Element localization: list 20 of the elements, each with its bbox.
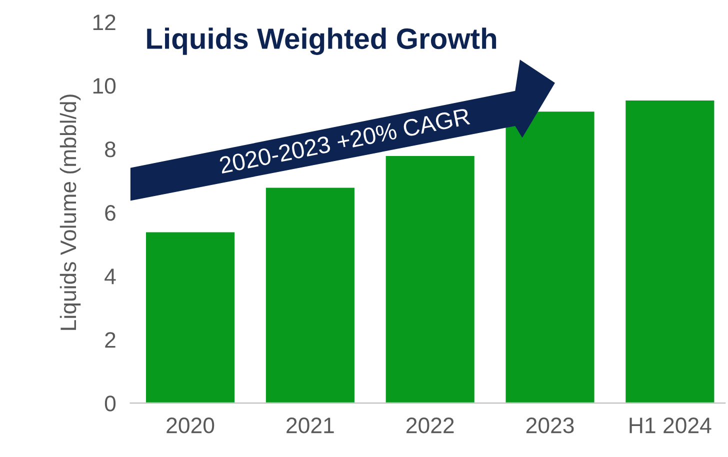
y-tick-label: 8 bbox=[105, 142, 116, 158]
x-tick-label: 2021 bbox=[286, 418, 334, 434]
bar bbox=[504, 110, 596, 404]
x-tick-label: H1 2024 bbox=[630, 418, 712, 434]
x-tick-label: 2023 bbox=[526, 418, 574, 434]
bar bbox=[384, 154, 476, 404]
y-tick-label: 10 bbox=[93, 78, 116, 94]
bar bbox=[624, 99, 716, 404]
y-tick-label: 12 bbox=[93, 14, 116, 30]
x-tick-label: 2022 bbox=[406, 418, 454, 434]
bar bbox=[264, 186, 356, 404]
y-tick-label: 4 bbox=[104, 268, 116, 284]
chart-title: Liquids Weighted Growth bbox=[147, 28, 496, 55]
x-tick-label: 2020 bbox=[166, 418, 214, 434]
y-axis-title: Liquids Volume (mbbl/d) bbox=[60, 94, 81, 330]
y-tick-label: 2 bbox=[105, 332, 116, 348]
annotation: 2020-2023 +20% CAGR bbox=[218, 108, 470, 174]
bar bbox=[144, 230, 236, 404]
y-tick-label: 0 bbox=[104, 396, 116, 412]
y-tick-label: 6 bbox=[105, 205, 116, 221]
